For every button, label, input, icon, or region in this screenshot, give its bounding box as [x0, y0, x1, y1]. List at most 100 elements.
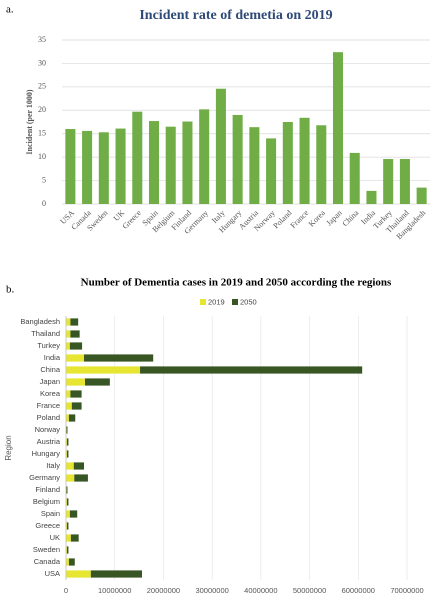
bar-segment: [90, 570, 142, 578]
bar-segment: [84, 378, 110, 386]
y-axis-label: Incident (per 1000): [25, 89, 34, 155]
bar-segment: [66, 534, 71, 542]
bar-segment: [66, 486, 68, 494]
y-tick-label: China: [40, 365, 60, 374]
y-tick-label: Norway: [35, 425, 61, 434]
y-tick-label: Poland: [37, 413, 60, 422]
bar-segment: [66, 318, 71, 326]
bar: [366, 190, 377, 204]
bar-segment: [66, 498, 67, 506]
bar-segment: [84, 354, 154, 362]
bar: [282, 122, 293, 204]
x-tick-label: 20000000: [147, 586, 180, 595]
y-tick-label: Greece: [35, 521, 60, 530]
bar: [332, 52, 344, 204]
bar-segment: [66, 522, 67, 530]
y-tick-label: 0: [42, 199, 46, 208]
y-tick-label: Korea: [40, 389, 61, 398]
bar: [249, 127, 260, 204]
bar-segment: [66, 546, 69, 554]
chart-title: Number of Dementia cases in 2019 and 205…: [81, 277, 392, 289]
bar-segment: [66, 462, 74, 470]
bar-segment: [66, 330, 71, 338]
y-tick-label: Finland: [35, 485, 60, 494]
y-tick-label: 35: [38, 35, 46, 44]
bar-segment: [68, 558, 75, 566]
bar: [148, 121, 160, 204]
x-tick-label: 10000000: [98, 586, 131, 595]
x-tick-label: 70000000: [390, 586, 423, 595]
panel-label: b.: [6, 284, 15, 296]
y-tick-label: Canada: [34, 557, 61, 566]
x-tick-label: Poland: [271, 208, 293, 230]
x-tick-label: 40000000: [244, 586, 277, 595]
bar-segment: [71, 402, 82, 410]
bar-segment: [74, 474, 88, 482]
bar-segment: [70, 534, 79, 542]
bar-segment: [70, 330, 80, 338]
x-tick-label: Greece: [121, 208, 144, 231]
y-tick-label: Austria: [37, 437, 61, 446]
panel-label: a.: [6, 4, 14, 16]
bar-segment: [70, 390, 82, 398]
bar: [182, 121, 193, 204]
bar-segment: [66, 426, 68, 434]
legend-label: 2050: [240, 297, 257, 306]
bar-segment: [66, 558, 69, 566]
bar-segment: [66, 354, 85, 362]
legend-label: 2019: [208, 297, 225, 306]
bar-segment: [66, 450, 69, 458]
bar-segment: [66, 402, 72, 410]
bar: [199, 109, 210, 204]
y-tick-label: Belgium: [33, 497, 60, 506]
bar-segment: [66, 378, 85, 386]
y-tick-label: Thailand: [31, 329, 60, 338]
x-tick-label: France: [288, 208, 310, 230]
bar-segment: [66, 342, 70, 350]
bar-segment: [66, 366, 141, 374]
y-tick-label: Spain: [41, 509, 60, 518]
y-tick-label: India: [44, 353, 61, 362]
bar: [165, 126, 176, 204]
bar: [349, 152, 360, 204]
bar-segment: [66, 570, 91, 578]
bar: [399, 159, 410, 204]
y-tick-label: USA: [45, 569, 60, 578]
bar-segment: [66, 510, 70, 518]
x-tick-label: Japan: [324, 208, 343, 227]
legend-swatch: [200, 299, 206, 305]
bar: [316, 125, 327, 204]
y-tick-label: Bangladesh: [20, 317, 60, 326]
y-tick-label: 20: [38, 105, 46, 114]
y-tick-label: UK: [50, 533, 60, 542]
y-tick-label: Hungary: [32, 449, 61, 458]
x-tick-label: 60000000: [342, 586, 375, 595]
y-tick-label: Italy: [46, 461, 60, 470]
legend-swatch: [232, 299, 238, 305]
x-tick-label: Korea: [307, 208, 328, 229]
bar: [98, 132, 109, 204]
bar-segment: [66, 390, 71, 398]
bar: [383, 159, 394, 204]
bar: [416, 187, 427, 204]
y-tick-label: 25: [38, 82, 46, 91]
bar-segment: [66, 546, 67, 554]
bar: [82, 130, 93, 204]
bar: [215, 88, 226, 204]
y-tick-label: Japan: [40, 377, 60, 386]
x-tick-label: 0: [64, 586, 68, 595]
bar-segment: [66, 498, 69, 506]
y-tick-label: Sweden: [33, 545, 60, 554]
y-tick-label: Germany: [29, 473, 60, 482]
bar-segment: [68, 414, 76, 422]
y-tick-label: 30: [38, 58, 46, 67]
x-tick-label: China: [341, 208, 361, 228]
chart-title: Incident rate of demetia on 2019: [139, 8, 332, 23]
bar: [266, 138, 277, 204]
bar: [132, 111, 143, 204]
bar-segment: [69, 342, 83, 350]
y-tick-label: 5: [42, 175, 46, 184]
bar-segment: [66, 438, 67, 446]
bar: [232, 114, 243, 204]
